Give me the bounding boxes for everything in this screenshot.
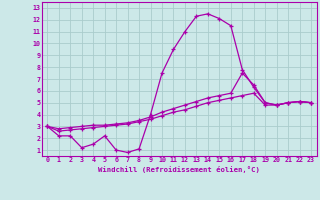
X-axis label: Windchill (Refroidissement éolien,°C): Windchill (Refroidissement éolien,°C) (98, 166, 260, 173)
